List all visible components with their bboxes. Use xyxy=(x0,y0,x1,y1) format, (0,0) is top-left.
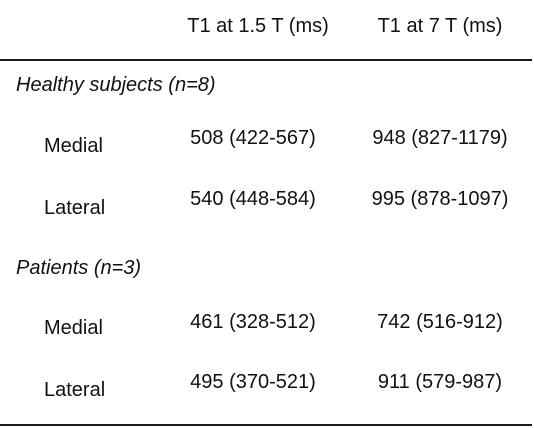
table-cell: 948 (827-1179) xyxy=(372,127,508,149)
header-t1-1-5t: T1 at 1.5 T (ms) xyxy=(187,15,329,37)
table-cell: 495 (370-521) xyxy=(190,371,316,393)
row-label: Lateral xyxy=(44,197,106,219)
table-cell: 461 (328-512) xyxy=(190,311,316,333)
row-label: Medial xyxy=(44,135,103,157)
table-cell: 540 (448-584) xyxy=(190,188,316,210)
table-cell: 911 (579-987) xyxy=(377,371,503,393)
table-top-rule xyxy=(0,59,532,61)
header-t1-7t: T1 at 7 T (ms) xyxy=(377,15,503,37)
table-cell: 508 (422-567) xyxy=(190,127,316,149)
group-title-patients: Patients (n=3) xyxy=(16,257,142,279)
table-cell: 742 (516-912) xyxy=(377,311,503,333)
row-label: Lateral xyxy=(44,379,106,401)
table-bottom-rule xyxy=(0,424,532,426)
table-cell: 995 (878-1097) xyxy=(371,188,509,210)
row-label: Medial xyxy=(44,317,103,339)
group-title-healthy: Healthy subjects (n=8) xyxy=(16,74,216,96)
